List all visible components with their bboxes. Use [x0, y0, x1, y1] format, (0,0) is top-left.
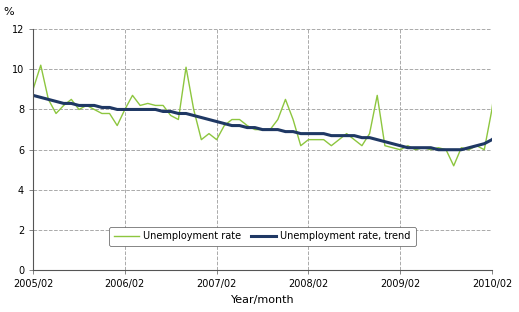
Unemployment rate, trend: [397, 144, 403, 148]
Unemployment rate, trend: [30, 94, 36, 97]
Unemployment rate, trend: [336, 134, 342, 138]
Unemployment rate: [497, 47, 503, 51]
Unemployment rate: [374, 94, 380, 97]
Unemployment rate: [450, 164, 457, 168]
Unemployment rate, trend: [374, 138, 380, 142]
Unemployment rate: [397, 148, 403, 152]
Unemployment rate: [213, 138, 220, 142]
Unemployment rate, trend: [160, 110, 166, 113]
Unemployment rate, trend: [213, 120, 220, 124]
Unemployment rate: [106, 112, 113, 115]
X-axis label: Year/month: Year/month: [231, 295, 294, 305]
Unemployment rate, trend: [435, 148, 442, 152]
Unemployment rate: [30, 87, 36, 91]
Text: %: %: [3, 7, 14, 17]
Legend: Unemployment rate, Unemployment rate, trend: Unemployment rate, Unemployment rate, tr…: [110, 227, 416, 246]
Unemployment rate, trend: [106, 105, 113, 109]
Unemployment rate: [336, 138, 342, 142]
Line: Unemployment rate: Unemployment rate: [33, 49, 519, 166]
Line: Unemployment rate, trend: Unemployment rate, trend: [33, 89, 519, 150]
